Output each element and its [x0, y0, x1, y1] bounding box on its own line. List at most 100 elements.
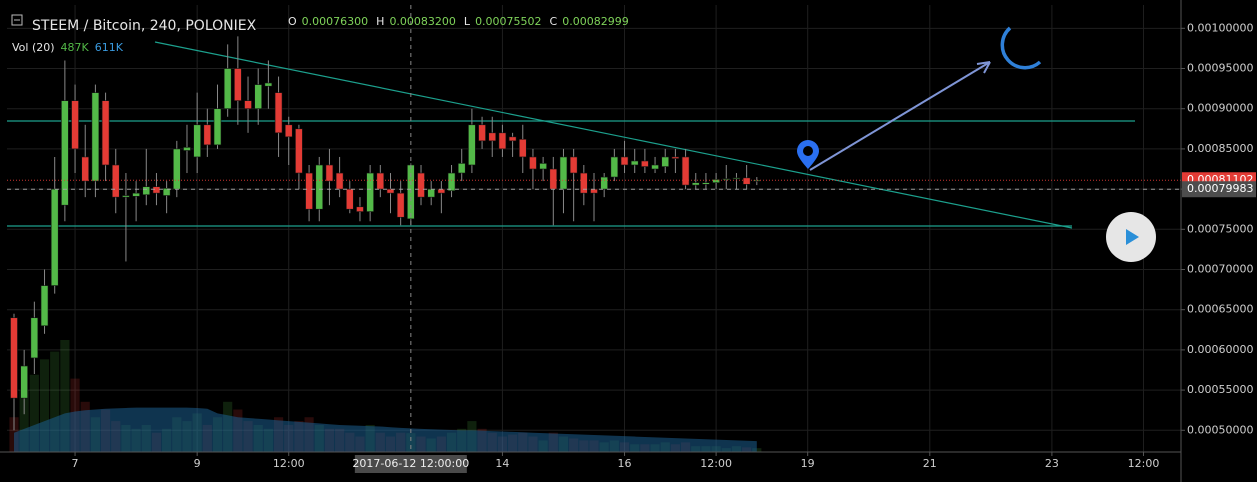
- candle-body: [722, 178, 731, 180]
- ohlc-value: 0.00083200: [389, 15, 455, 28]
- candle-body: [20, 365, 28, 399]
- candle-body: [376, 172, 385, 190]
- ohlc-value: 0.00076300: [302, 15, 368, 28]
- candle-body: [478, 124, 486, 142]
- y-tick-label: 0.00085000: [1187, 142, 1253, 155]
- volume-ma-value: 611K: [95, 41, 124, 54]
- volume-bar: [19, 390, 29, 452]
- candle-body: [132, 192, 140, 197]
- candle-body: [681, 156, 690, 186]
- candle-body: [620, 156, 629, 166]
- price-marker-label: 0.00079983: [1187, 182, 1253, 195]
- candle-body: [325, 164, 334, 182]
- candle-body: [753, 179, 761, 182]
- candle-body: [488, 132, 497, 142]
- x-tick-label: 16: [618, 457, 632, 470]
- price-marker-box: [1182, 181, 1256, 198]
- candle-body: [335, 172, 344, 190]
- chart-title: STEEM / Bitcoin, 240, POLONIEX: [32, 18, 257, 34]
- y-tick-label: 0.00090000: [1187, 102, 1253, 115]
- candle-body: [427, 188, 435, 198]
- candle-body: [641, 160, 649, 167]
- ohlc-key: O: [288, 15, 297, 28]
- candle-body: [295, 128, 303, 174]
- crosshair-date-box: [354, 455, 467, 473]
- x-tick-label: 19: [801, 457, 815, 470]
- play-icon: [1126, 229, 1139, 245]
- collapse-icon[interactable]: [11, 14, 23, 26]
- candle-body: [305, 172, 313, 210]
- candle-body: [468, 124, 476, 166]
- candle-body: [396, 192, 405, 218]
- x-tick-label: 12:00: [273, 457, 305, 470]
- candle-body: [152, 186, 161, 194]
- candle-body: [549, 168, 558, 190]
- candle-body: [569, 156, 578, 174]
- candle-body: [712, 179, 720, 183]
- candle-body: [518, 138, 527, 158]
- candle-body: [742, 177, 751, 185]
- candle-body: [366, 172, 374, 212]
- ohlc-value: 0.00082999: [562, 15, 628, 28]
- overlay: 2017-06-12 12:00:00: [7, 5, 1181, 473]
- candle-body: [234, 68, 242, 101]
- x-tick-label: 23: [1045, 457, 1059, 470]
- ohlc-key: H: [376, 15, 384, 28]
- crosshair-date-label: 2017-06-12 12:00:00: [352, 457, 469, 470]
- candle-body: [732, 177, 741, 180]
- y-tick-label: 0.00060000: [1187, 343, 1253, 356]
- candle-body: [600, 176, 608, 190]
- candles: [10, 36, 761, 431]
- candle-body: [50, 188, 59, 286]
- candle-body: [61, 100, 69, 206]
- y-tick-label: 0.00070000: [1187, 263, 1253, 276]
- candle-body: [498, 132, 507, 150]
- candle-body: [183, 147, 191, 151]
- candle-body: [91, 92, 100, 182]
- candle-body: [559, 156, 568, 190]
- ohlc-value: 0.00075502: [475, 15, 541, 28]
- candle-body: [447, 172, 456, 192]
- trend-line: [154, 41, 1073, 229]
- candle-body: [40, 285, 49, 327]
- candle-body: [30, 317, 39, 359]
- candle-body: [345, 188, 354, 210]
- candle-body: [508, 136, 517, 142]
- candle-body: [417, 172, 425, 198]
- volume-bar: [29, 374, 39, 452]
- moon-icon: [1000, 26, 1042, 70]
- y-tick-label: 0.00065000: [1187, 303, 1253, 316]
- candle-body: [386, 188, 395, 194]
- volume-value: 487K: [61, 41, 90, 54]
- candle-body: [284, 124, 293, 138]
- candle-body: [315, 164, 324, 210]
- candle-body: [173, 148, 181, 190]
- x-tick-label: 12:00: [1128, 457, 1160, 470]
- candle-body: [702, 182, 710, 185]
- candle-body: [671, 156, 680, 159]
- candle-body: [142, 186, 151, 196]
- ohlc-key: L: [464, 15, 471, 28]
- volume-bar: [50, 351, 60, 452]
- x-tick-label: 14: [495, 457, 509, 470]
- candle-body: [254, 84, 263, 110]
- volume-bar: [39, 359, 50, 452]
- volume-bar: [60, 340, 70, 452]
- y-tick-label: 0.00055000: [1187, 383, 1253, 396]
- candle-body: [101, 100, 110, 166]
- y-tick-label: 0.00050000: [1187, 423, 1253, 436]
- x-tick-label: 7: [72, 457, 79, 470]
- play-button[interactable]: [1106, 212, 1156, 262]
- candle-body: [264, 82, 273, 87]
- candle-body: [651, 164, 659, 170]
- arrow-line: [809, 61, 991, 171]
- candle-body: [580, 172, 588, 194]
- y-tick-label: 0.00095000: [1187, 62, 1253, 75]
- candle-body: [203, 124, 212, 146]
- ohlc-key: C: [550, 15, 558, 28]
- candle-body: [10, 317, 18, 399]
- candle-body: [539, 163, 547, 170]
